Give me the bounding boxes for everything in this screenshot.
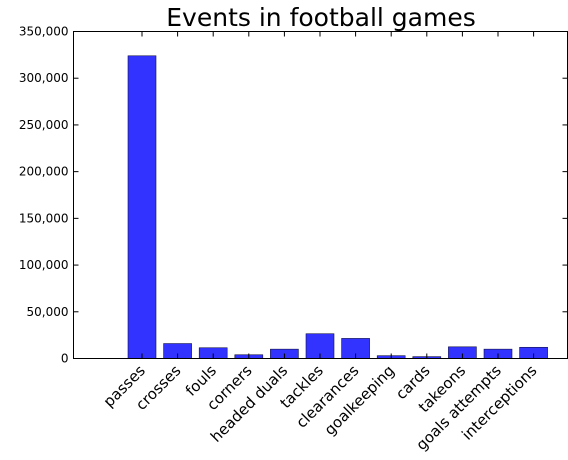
y-tick-label: 300,000 bbox=[19, 71, 69, 85]
y-tick-label: 350,000 bbox=[19, 25, 69, 39]
bars-group bbox=[127, 55, 548, 359]
y-axis: 0 50,000 100,000 150,000 200,000 250,000 300,0… bbox=[19, 25, 568, 366]
bar-passes bbox=[127, 55, 157, 359]
chart-title: Events in football games bbox=[166, 3, 476, 32]
y-tick-label: 200,000 bbox=[19, 165, 69, 179]
y-tick-label: 100,000 bbox=[19, 258, 69, 272]
y-tick-label: 150,000 bbox=[19, 211, 69, 225]
y-tick-label: 0 bbox=[61, 352, 69, 366]
y-tick-label: 250,000 bbox=[19, 118, 69, 132]
y-tick-label: 50,000 bbox=[27, 305, 69, 319]
